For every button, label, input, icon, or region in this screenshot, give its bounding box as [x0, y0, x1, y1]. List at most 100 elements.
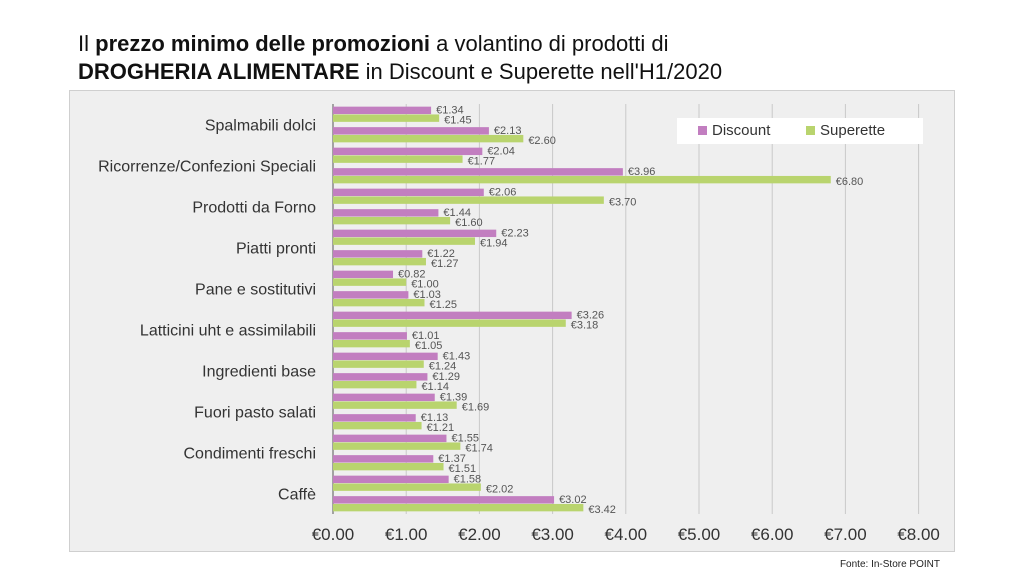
bar-superette [333, 278, 407, 286]
chart-title: Il prezzo minimo delle promozioni a vola… [78, 30, 978, 86]
bar-superette [333, 319, 566, 327]
bar-chart: €0.00 €1.00 €2.00 €3.00 €4.00 €5.00 €6.00 €7.00… [98, 104, 940, 544]
bar-discount [333, 106, 432, 115]
category-label: Prodotti da Forno [192, 200, 316, 217]
category-label: Condimenti freschi [184, 446, 317, 463]
title-line-2: DROGHERIA ALIMENTARE in Discount e Super… [78, 58, 978, 86]
bar-discount [333, 393, 435, 402]
value-label-discount: €2.04 [487, 146, 515, 158]
value-label-superette: €1.00 [411, 278, 439, 290]
x-tick-label: €8.00 [897, 525, 940, 544]
bar-superette [333, 257, 426, 266]
bar-discount [333, 311, 572, 320]
bar-discount [333, 291, 409, 299]
bar-superette [333, 175, 831, 184]
value-label-superette: €1.05 [415, 340, 443, 352]
bar-superette [333, 298, 425, 307]
value-label-discount: €1.55 [451, 433, 479, 445]
bar-superette [333, 216, 451, 225]
bar-discount [333, 475, 449, 484]
x-tick-label: €2.00 [458, 525, 501, 544]
value-label-discount: €1.37 [438, 453, 466, 465]
value-label-superette: €1.77 [468, 155, 496, 167]
bar-superette [333, 196, 604, 204]
bar-superette [333, 237, 476, 245]
value-label-discount: €1.34 [436, 105, 464, 117]
bar-superette [333, 442, 461, 450]
value-label-superette: €1.21 [427, 422, 455, 434]
value-label-superette: €3.70 [609, 196, 637, 208]
value-label-discount: €1.22 [427, 248, 455, 260]
title-prefix: Il [78, 31, 96, 56]
source-note: Fonte: In-Store POINT [839, 559, 940, 570]
bar-superette [333, 155, 463, 163]
x-tick-label: €5.00 [678, 525, 721, 544]
bar-discount [333, 496, 555, 504]
value-label-superette: €1.69 [462, 401, 490, 413]
value-label-superette: €2.60 [528, 135, 556, 147]
bar-discount [333, 168, 623, 176]
value-label-superette: €1.74 [465, 442, 493, 454]
bar-discount [333, 127, 489, 135]
x-tick-label: €3.00 [531, 525, 574, 544]
value-label-discount: €1.03 [413, 289, 441, 301]
chart-area: €0.00 €1.00 €2.00 €3.00 €4.00 €5.00 €6.00 €7.00… [69, 90, 955, 552]
x-tick-label: €7.00 [824, 525, 867, 544]
bar-discount [333, 373, 428, 381]
value-label-superette: €1.94 [480, 237, 508, 249]
value-label-superette: €2.02 [486, 483, 514, 495]
title-line-1: Il prezzo minimo delle promozioni a vola… [78, 30, 978, 58]
bar-discount [333, 270, 394, 279]
bar-discount [333, 147, 483, 156]
legend-swatch-discount [698, 126, 707, 135]
value-label-superette: €1.51 [449, 463, 477, 475]
bar-discount [333, 229, 497, 238]
value-label-superette: €1.24 [429, 360, 457, 372]
value-label-discount: €1.13 [421, 412, 449, 424]
value-label-superette: €1.27 [431, 258, 459, 270]
bar-discount [333, 188, 484, 197]
bar-discount [333, 352, 438, 361]
value-label-superette: €6.80 [836, 176, 864, 188]
bar-discount [333, 250, 423, 258]
value-label-superette: €3.18 [571, 319, 599, 331]
bar-superette [333, 503, 584, 512]
category-label: Fuori pasto salati [194, 405, 316, 422]
bar-discount [333, 209, 439, 217]
value-label-discount: €2.23 [501, 228, 529, 240]
category-label: Ricorrenze/Confezioni Speciali [98, 159, 316, 176]
category-label: Piatti pronti [236, 241, 316, 258]
value-label-discount: €1.44 [443, 207, 471, 219]
title-period: in Discount e Superette nell'H1/2020 [359, 59, 723, 84]
value-label-discount: €3.26 [577, 310, 605, 322]
bar-discount [333, 414, 416, 422]
bar-superette [333, 339, 410, 348]
bar-superette [333, 114, 440, 122]
value-label-discount: €0.82 [398, 269, 426, 281]
value-label-superette: €1.45 [444, 114, 472, 126]
value-label-superette: €3.42 [588, 504, 616, 516]
title-emphasis: prezzo minimo delle promozioni [95, 31, 431, 56]
bar-superette [333, 380, 417, 389]
bar-superette [333, 421, 422, 430]
value-label-discount: €2.06 [489, 187, 517, 199]
bar-superette [333, 134, 524, 143]
value-label-superette: €1.25 [430, 299, 458, 311]
category-label: Latticini uht e assimilabili [140, 323, 316, 340]
legend-label-discount: Discount [712, 122, 771, 139]
bar-discount [333, 332, 407, 340]
value-label-discount: €3.02 [559, 494, 587, 506]
bar-discount [333, 455, 434, 463]
value-label-discount: €1.29 [432, 371, 460, 383]
title-suffix: a volantino di prodotti di [430, 31, 669, 56]
value-label-discount: €2.13 [494, 125, 522, 137]
bar-superette [333, 401, 457, 409]
value-label-discount: €1.43 [443, 351, 471, 363]
value-label-discount: €1.58 [454, 474, 482, 486]
category-label: Caffè [278, 487, 316, 504]
category-label: Pane e sostitutivi [195, 282, 316, 299]
bar-discount [333, 434, 447, 443]
legend-swatch-superette [806, 126, 815, 135]
title-category: DROGHERIA ALIMENTARE [78, 59, 360, 84]
value-label-discount: €1.01 [412, 330, 440, 342]
